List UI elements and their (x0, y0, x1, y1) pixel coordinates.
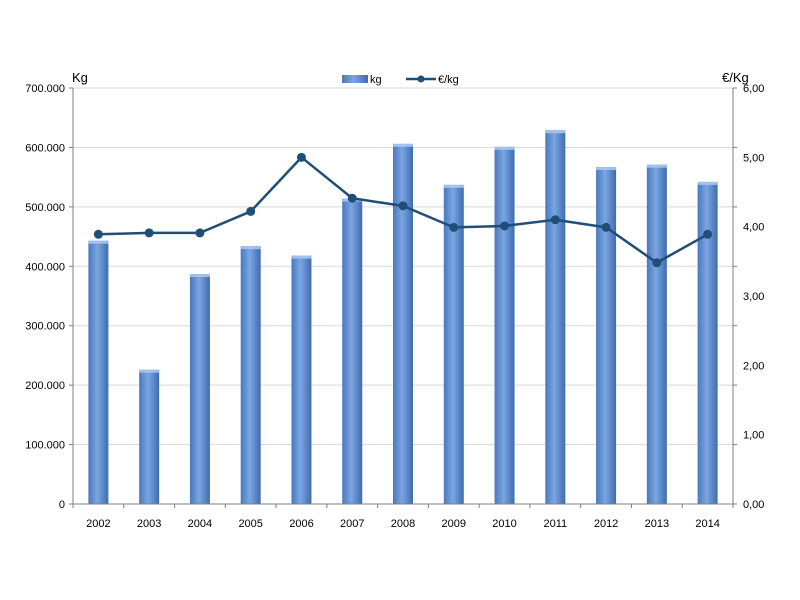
point-eur-kg (93, 229, 103, 239)
bar-kg-top (697, 181, 718, 185)
bar-kg (443, 184, 464, 504)
bar-kg-top (139, 369, 160, 373)
bar-kg-top (545, 130, 566, 134)
legend-swatch-kg (342, 75, 368, 83)
legend: kg €/kg (342, 74, 459, 86)
point-eur-kg (652, 258, 662, 268)
bar-kg-top (596, 167, 617, 171)
right-tick-label: 0,00 (743, 499, 764, 511)
right-tick-label: 5,00 (743, 152, 764, 164)
axes (69, 87, 737, 508)
bar-kg-top (494, 146, 515, 150)
bar-kg (596, 167, 617, 505)
bar-kg-top (88, 240, 109, 244)
point-eur-kg (703, 229, 713, 239)
x-tick-label: 2006 (289, 518, 313, 530)
point-eur-kg (398, 201, 408, 211)
left-tick-label: 0 (59, 499, 65, 511)
point-eur-kg (601, 222, 611, 232)
x-axis-ticks: 2002 2003 2004 2005 2006 2007 2008 2009 2010 2011… (86, 518, 720, 530)
left-axis-title: Kg (72, 70, 88, 85)
bar-kg (88, 240, 109, 504)
right-tick-label: 3,00 (743, 291, 764, 303)
point-eur-kg (550, 215, 560, 225)
right-axis-title: €/Kg (722, 70, 749, 85)
x-tick-label: 2003 (137, 518, 161, 530)
point-eur-kg (195, 228, 205, 238)
bar-kg (646, 164, 667, 505)
right-tick-label: 4,00 (743, 222, 764, 234)
point-eur-kg (144, 228, 154, 238)
left-tick-label: 200.000 (25, 380, 65, 392)
bar-kg (291, 255, 312, 504)
legend-label-kg: kg (370, 74, 382, 86)
x-tick-label: 2013 (645, 518, 669, 530)
bar-kg (240, 246, 261, 504)
left-tick-label: 300.000 (25, 321, 65, 333)
x-tick-label: 2012 (594, 518, 618, 530)
bar-kg (189, 274, 210, 504)
x-tick-label: 2014 (695, 518, 719, 530)
right-tick-label: 2,00 (743, 360, 764, 372)
point-eur-kg (296, 152, 306, 162)
x-tick-label: 2007 (340, 518, 364, 530)
right-tick-label: 1,00 (743, 430, 764, 442)
point-eur-kg (449, 222, 459, 232)
point-eur-kg (246, 206, 256, 216)
bar-kg-top (443, 184, 464, 188)
x-tick-label: 2009 (442, 518, 466, 530)
bar-kg (545, 130, 566, 505)
left-tick-label: 700.000 (25, 83, 65, 95)
bar-kg (342, 198, 363, 504)
x-tick-label: 2004 (188, 518, 212, 530)
legend-label-eur-kg: €/kg (438, 74, 459, 86)
left-tick-label: 600.000 (25, 142, 65, 154)
bar-kg-top (646, 164, 667, 168)
right-tick-label: 6,00 (743, 83, 764, 95)
bar-kg-top (240, 246, 261, 250)
bar-kg-top (189, 274, 210, 278)
bar-kg (393, 143, 413, 504)
bar-kg-top (393, 143, 413, 147)
bar-kg (697, 181, 718, 504)
bar-kg (494, 146, 515, 504)
x-tick-label: 2011 (543, 518, 567, 530)
legend-swatch-eur-kg-marker (417, 75, 425, 83)
x-tick-label: 2002 (86, 518, 110, 530)
left-tick-label: 500.000 (25, 202, 65, 214)
bar-kg-top (291, 255, 312, 259)
left-tick-label: 400.000 (25, 261, 65, 273)
point-eur-kg (347, 193, 357, 203)
x-tick-label: 2010 (492, 518, 516, 530)
x-tick-label: 2008 (391, 518, 415, 530)
left-axis-ticks: 0 100.000 200.000 300.000 400.000 500.000 600.… (25, 83, 65, 511)
point-eur-kg (500, 221, 510, 231)
bar-kg (139, 369, 160, 504)
line-series-eur-kg (93, 152, 713, 268)
x-tick-label: 2005 (238, 518, 262, 530)
bar-series-kg (88, 130, 718, 505)
left-tick-label: 100.000 (25, 440, 65, 452)
right-axis-ticks: 0,00 1,00 2,00 3,00 4,00 5,00 6,00 (743, 83, 764, 511)
